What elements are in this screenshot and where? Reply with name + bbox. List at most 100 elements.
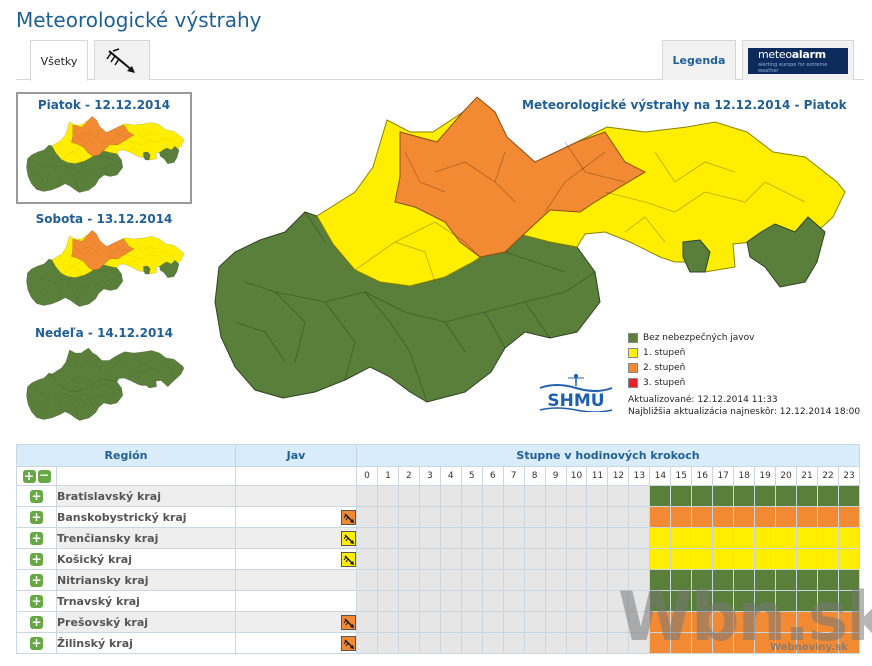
hour-cell[interactable]	[523, 548, 546, 570]
hour-cell[interactable]	[460, 527, 483, 549]
hour-cell[interactable]	[691, 590, 714, 612]
expand-row-icon[interactable]: +	[30, 614, 43, 629]
hour-cell[interactable]	[397, 506, 420, 528]
hour-cell[interactable]	[670, 506, 693, 528]
hour-cell[interactable]	[649, 632, 672, 654]
hour-cell[interactable]	[816, 506, 839, 528]
hour-cell[interactable]	[628, 506, 651, 528]
hour-cell[interactable]	[356, 569, 378, 591]
hour-cell[interactable]	[376, 632, 399, 654]
hour-cell[interactable]	[796, 527, 818, 549]
meteoalarm-link[interactable]: meteoalarm alerting europe for extreme w…	[742, 40, 854, 80]
hour-cell[interactable]	[775, 569, 798, 591]
hour-cell[interactable]	[754, 548, 777, 570]
hour-cell[interactable]	[502, 569, 525, 591]
hour-cell[interactable]	[502, 632, 525, 654]
hour-cell[interactable]	[418, 506, 441, 528]
hour-cell[interactable]	[670, 632, 693, 654]
hour-cell[interactable]	[796, 632, 818, 654]
map-region-yellow[interactable]	[51, 347, 184, 392]
hour-cell[interactable]	[502, 611, 525, 633]
hour-cell[interactable]	[356, 527, 378, 549]
hour-cell[interactable]	[523, 632, 546, 654]
hour-cell[interactable]	[670, 548, 693, 570]
hour-cell[interactable]	[397, 632, 420, 654]
hour-cell[interactable]	[356, 506, 378, 528]
map-region-green-kosice[interactable]	[143, 265, 151, 275]
hour-cell[interactable]	[733, 569, 756, 591]
hour-cell[interactable]	[376, 611, 399, 633]
hour-cell[interactable]	[754, 485, 777, 507]
hour-cell[interactable]	[460, 506, 483, 528]
expand-row-icon[interactable]: +	[30, 635, 43, 650]
hour-cell[interactable]	[691, 485, 714, 507]
hour-cell[interactable]	[816, 527, 839, 549]
tab-legend[interactable]: Legenda	[662, 40, 736, 80]
hour-cell[interactable]	[754, 506, 777, 528]
tab-all[interactable]: Všetky	[30, 40, 88, 81]
hour-cell[interactable]	[544, 548, 567, 570]
wind-warning-icon[interactable]	[341, 635, 356, 651]
hour-cell[interactable]	[376, 590, 399, 612]
hour-cell[interactable]	[649, 590, 672, 612]
hour-cell[interactable]	[418, 569, 441, 591]
hour-cell[interactable]	[376, 569, 399, 591]
hour-cell[interactable]	[502, 527, 525, 549]
hour-cell[interactable]	[628, 632, 651, 654]
map-region-green-west[interactable]	[26, 372, 123, 421]
hour-cell[interactable]	[628, 590, 651, 612]
hour-cell[interactable]	[481, 527, 504, 549]
hour-cell[interactable]	[565, 590, 588, 612]
hour-cell[interactable]	[460, 632, 483, 654]
hour-cell[interactable]	[523, 569, 546, 591]
map-region-green-east[interactable]	[159, 146, 180, 164]
day-thumb-1[interactable]: Piatok - 12.12.2014	[16, 92, 192, 204]
hour-cell[interactable]	[837, 506, 861, 528]
hour-cell[interactable]	[418, 527, 441, 549]
expand-row-icon[interactable]: +	[30, 488, 43, 503]
hour-cell[interactable]	[376, 548, 399, 570]
hour-cell[interactable]	[754, 527, 777, 549]
hour-cell[interactable]	[586, 527, 609, 549]
hour-cell[interactable]	[523, 506, 546, 528]
hour-cell[interactable]	[607, 485, 630, 507]
expand-row-icon[interactable]: +	[30, 572, 43, 587]
hour-cell[interactable]	[565, 527, 588, 549]
hour-cell[interactable]	[439, 632, 462, 654]
hour-cell[interactable]	[691, 527, 714, 549]
hour-cell[interactable]	[712, 527, 735, 549]
hour-cell[interactable]	[356, 485, 378, 507]
hour-cell[interactable]	[439, 569, 462, 591]
hour-cell[interactable]	[670, 485, 693, 507]
hour-cell[interactable]	[796, 485, 818, 507]
hour-cell[interactable]	[712, 506, 735, 528]
map-region-green-west[interactable]	[26, 258, 123, 307]
hour-cell[interactable]	[775, 632, 798, 654]
hour-cell[interactable]	[837, 548, 861, 570]
hour-cell[interactable]	[628, 527, 651, 549]
collapse-all-icon[interactable]: −	[37, 467, 51, 483]
hour-cell[interactable]	[628, 569, 651, 591]
hour-cell[interactable]	[837, 611, 861, 633]
hour-cell[interactable]	[837, 485, 861, 507]
hour-cell[interactable]	[502, 590, 525, 612]
hour-cell[interactable]	[356, 590, 378, 612]
hour-cell[interactable]	[397, 611, 420, 633]
hour-cell[interactable]	[775, 548, 798, 570]
hour-cell[interactable]	[544, 485, 567, 507]
hour-cell[interactable]	[586, 569, 609, 591]
hour-cell[interactable]	[712, 548, 735, 570]
hour-cell[interactable]	[565, 569, 588, 591]
hour-cell[interactable]	[356, 632, 378, 654]
hour-cell[interactable]	[502, 485, 525, 507]
hour-cell[interactable]	[356, 548, 378, 570]
hour-cell[interactable]	[418, 548, 441, 570]
hour-cell[interactable]	[523, 611, 546, 633]
hour-cell[interactable]	[544, 632, 567, 654]
hour-cell[interactable]	[565, 506, 588, 528]
hour-cell[interactable]	[796, 506, 818, 528]
hour-cell[interactable]	[670, 527, 693, 549]
hour-cell[interactable]	[586, 485, 609, 507]
hour-cell[interactable]	[439, 506, 462, 528]
hour-cell[interactable]	[712, 485, 735, 507]
